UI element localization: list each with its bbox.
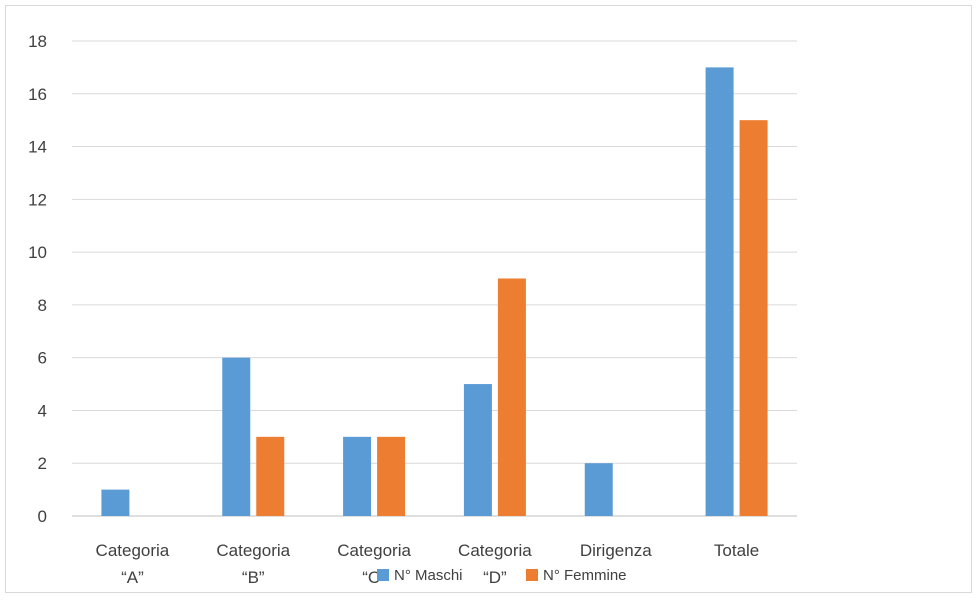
y-tick-label: 14 [28,138,47,157]
x-category-label: “B” [242,568,265,587]
x-category-label: Dirigenza [580,541,652,560]
x-category-label: “A” [121,568,144,587]
y-tick-label: 12 [28,190,47,209]
bar-n-maschi [584,463,613,516]
x-category-label: Categoria [337,541,411,560]
bar-n-femmine [256,436,285,516]
y-tick-label: 2 [38,454,47,473]
y-axis-tick-labels: 0 2 4 6 8 10 12 14 16 18 [28,32,47,526]
legend-label: N° Femmine [543,567,627,584]
bar-n-femmine [739,120,768,517]
bar-n-maschi [222,357,251,516]
x-category-label: Totale [714,541,759,560]
legend-swatch [526,569,538,581]
bar-n-femmine [497,278,526,516]
bar-n-femmine [377,436,406,516]
x-category-label: Categoria [216,541,290,560]
bar-n-maschi [343,436,372,516]
y-tick-label: 6 [38,349,47,368]
y-tick-label: 16 [28,85,47,104]
y-tick-label: 10 [28,243,47,262]
x-category-label: “D” [483,568,507,587]
x-category-label: Categoria [458,541,532,560]
legend: N° Maschi N° Femmine [377,567,627,584]
legend-label: N° Maschi [394,567,463,584]
y-tick-label: 0 [38,507,47,526]
x-axis-category-labels: Categoria“A”Categoria“B”Categoria“C”Cate… [96,541,760,587]
bar-n-maschi [705,67,734,516]
y-tick-label: 8 [38,296,47,315]
bar-n-maschi [101,489,130,516]
legend-swatch [377,569,389,581]
bars [101,67,768,517]
y-tick-label: 4 [38,401,47,420]
gridlines [72,40,797,517]
chart-frame [5,5,972,593]
x-category-label: Categoria [96,541,170,560]
bar-n-maschi [463,384,492,516]
y-tick-label: 18 [28,32,47,51]
